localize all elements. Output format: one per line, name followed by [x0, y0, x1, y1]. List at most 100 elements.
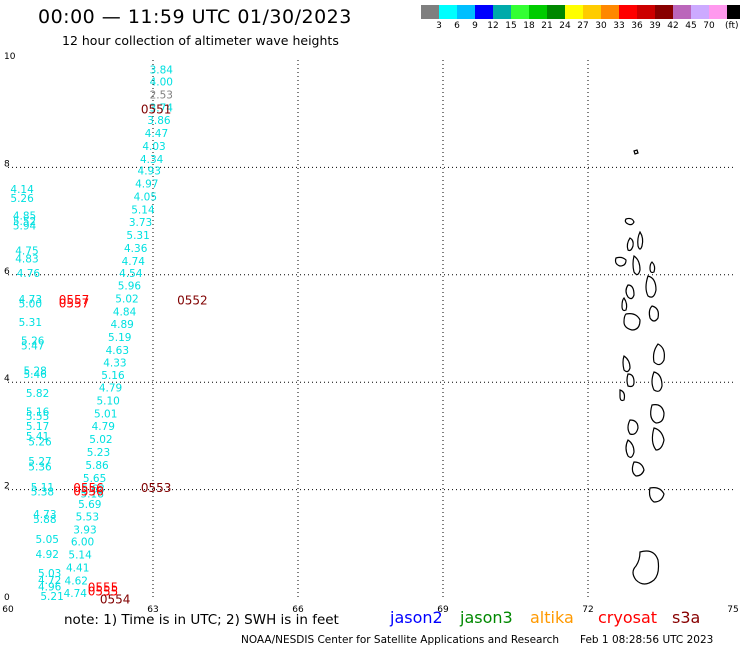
- wave-height-value: 4.73: [19, 294, 42, 306]
- pass-time-label: 0553: [141, 481, 172, 495]
- y-tick-label: 8: [4, 159, 10, 169]
- wave-height-value: 5.00: [19, 298, 42, 310]
- x-tick-label: 72: [582, 605, 593, 615]
- wave-height-value: 4.63: [106, 345, 129, 357]
- legend-tick-label: 21: [541, 21, 553, 31]
- wave-height-value: 5.14: [131, 204, 155, 216]
- legend-swatch: [565, 5, 583, 19]
- wave-height-value: 4.03: [142, 141, 165, 153]
- wave-height-value: 4.14: [10, 184, 34, 196]
- y-tick-label: 2: [4, 482, 10, 492]
- wave-height-value: 4.41: [66, 562, 89, 574]
- wave-height-value: 5.19: [108, 332, 131, 344]
- legend-tick-label: 45: [685, 21, 697, 31]
- wave-height-labels: 3.844.002.533.743.864.474.034.344.934.97…: [10, 65, 173, 603]
- wave-height-value: 3.84: [150, 65, 174, 77]
- footer-note: note: 1) Time is in UTC; 2) SWH is in fe…: [64, 612, 339, 628]
- wave-height-value: 2.53: [150, 89, 173, 101]
- wave-height-value: 5.96: [118, 281, 142, 293]
- island-outline: [648, 305, 659, 322]
- wave-height-value: 5.01: [94, 408, 117, 420]
- legend-swatch: [655, 5, 673, 19]
- pass-time-label: 0556: [73, 485, 104, 499]
- legend-unit: (ft): [725, 21, 739, 31]
- pass-time-label: 0557: [59, 293, 90, 307]
- island-outline: [626, 373, 635, 388]
- wave-height-value: 5.31: [126, 230, 149, 242]
- wave-height-value: 4.00: [150, 76, 173, 88]
- legend-swatch: [529, 5, 547, 19]
- wave-height-value: 5.65: [83, 473, 106, 485]
- legend-tick-label: 18: [523, 21, 535, 31]
- wave-height-value: 4.54: [119, 268, 143, 280]
- legend-tick-label: 70: [703, 21, 715, 31]
- pass-time-label: 0557: [59, 297, 90, 311]
- pass-time-label: 0555: [88, 585, 119, 599]
- island-outline: [614, 256, 627, 267]
- legend-tick-label: 30: [595, 21, 607, 31]
- generated-time: Feb 1 08:28:56 UTC 2023: [580, 634, 714, 646]
- wave-height-value: 4.74: [64, 588, 88, 600]
- wave-height-value: 4.97: [135, 179, 158, 191]
- island-outline: [632, 255, 641, 276]
- satellite-cryosat: cryosat: [598, 608, 658, 627]
- legend-swatch: [493, 5, 511, 19]
- wave-height-value: 4.76: [17, 268, 41, 280]
- wave-height-value: 4.96: [38, 581, 62, 593]
- wave-height-value: 5.47: [21, 341, 44, 353]
- wave-height-value: 5.63: [81, 484, 104, 496]
- wave-height-value: 5.05: [36, 534, 59, 546]
- pass-time-label: 0555: [88, 580, 119, 594]
- legend-swatch: [637, 5, 655, 19]
- wave-height-value: 5.86: [85, 460, 109, 472]
- wave-height-value: 5.28: [23, 365, 46, 377]
- map-subtitle: 12 hour collection of altimeter wave hei…: [62, 33, 339, 48]
- wave-height-value: 5.36: [28, 462, 52, 474]
- wave-height-value: 5.26: [10, 193, 34, 205]
- legend-tick-label: 6: [454, 21, 460, 31]
- wave-height-value: 5.26: [21, 335, 45, 347]
- map-title: 00:00 — 11:59 UTC 01/30/2023: [38, 6, 352, 28]
- map-grid: [8, 60, 733, 597]
- satellite-jason3: jason3: [460, 608, 513, 627]
- wave-height-value: 5.38: [31, 487, 54, 499]
- wave-height-value: 3.73: [129, 217, 152, 229]
- legend-swatch: [475, 5, 493, 19]
- wave-height-value: 4.83: [15, 254, 38, 266]
- wave-height-value: 4.34: [140, 154, 164, 166]
- legend-swatch: [439, 5, 457, 19]
- legend-swatches: [421, 5, 740, 19]
- wave-height-value: 5.16: [26, 407, 50, 419]
- wave-height-value: 3.74: [150, 102, 174, 114]
- legend-swatch: [673, 5, 691, 19]
- maldives-islands: [614, 149, 665, 585]
- island-outline: [645, 275, 657, 298]
- island-outline: [627, 419, 639, 435]
- wave-height-value: 4.62: [65, 575, 88, 587]
- wave-height-value: 5.02: [89, 434, 112, 446]
- island-outline: [621, 297, 628, 312]
- legend-tick-label: 12: [487, 21, 499, 31]
- legend-tick-label: 9: [472, 21, 478, 31]
- wave-height-value: 5.02: [115, 293, 138, 305]
- wave-height-value: 5.23: [87, 447, 110, 459]
- wave-height-value: 4.36: [124, 243, 148, 255]
- island-outline: [649, 261, 656, 274]
- island-outline: [637, 230, 644, 250]
- wave-height-value: 4.85: [13, 211, 36, 223]
- legend-tick-label: 39: [649, 21, 661, 31]
- legend-tick-label: 42: [667, 21, 679, 31]
- pass-time-label: 0552: [177, 294, 208, 308]
- wave-height-value: 5.10: [96, 395, 119, 407]
- wave-height-value: 5.88: [33, 514, 56, 526]
- legend-swatch: [601, 5, 619, 19]
- island-outline: [624, 217, 635, 226]
- wave-height-value: 4.75: [15, 246, 38, 258]
- legend-swatch: [457, 5, 475, 19]
- y-tick-label: 0: [4, 593, 10, 603]
- wave-height-value: 4.74: [122, 256, 146, 268]
- legend-tick-label: 24: [559, 21, 571, 31]
- wave-height-value: 4.89: [110, 319, 133, 331]
- wave-height-value: 4.47: [145, 128, 168, 140]
- island-outline: [648, 487, 665, 503]
